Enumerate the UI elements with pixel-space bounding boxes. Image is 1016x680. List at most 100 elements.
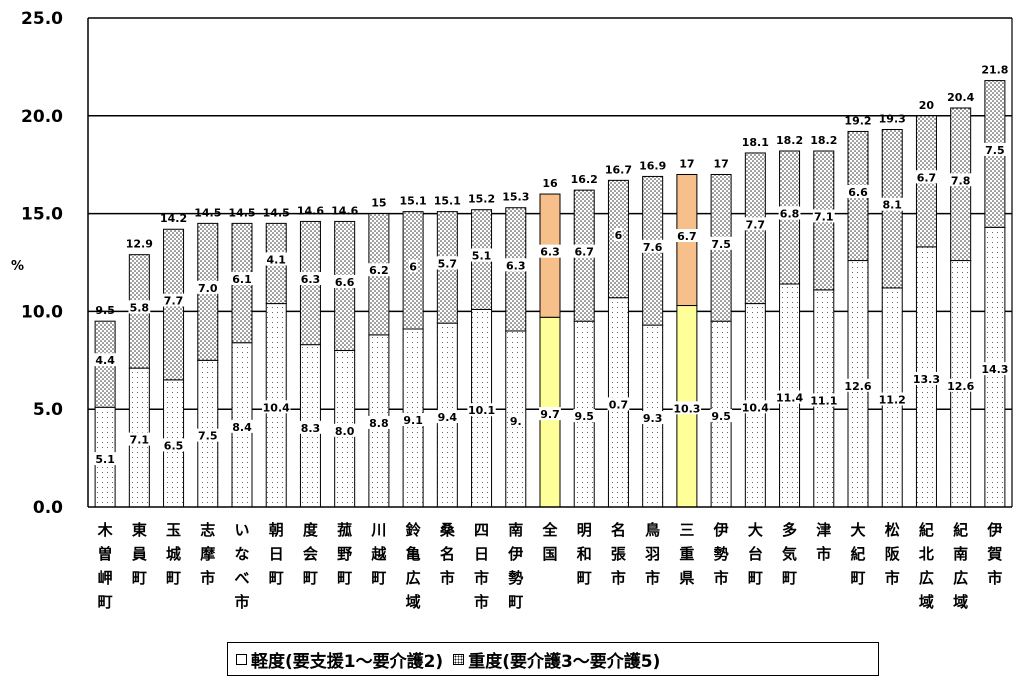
x-tick-label: 市 xyxy=(885,569,900,587)
x-tick-label: 鳥 xyxy=(645,521,660,539)
data-label-total: 16.2 xyxy=(571,173,598,186)
x-tick-label: 町 xyxy=(577,569,592,587)
data-label-heavy-bg xyxy=(231,272,253,286)
x-tick-label: 鈴 xyxy=(406,521,422,539)
x-tick-label: 員 xyxy=(131,545,147,563)
data-label-heavy-bg xyxy=(744,217,767,231)
data-label-total: 15.1 xyxy=(434,195,461,208)
x-tick-label: 野 xyxy=(337,545,352,563)
care-rate-chart: 5.1 4.4 9.5 7.1 5.8 12.9 6.5 7.7 14.2 7.5 7.0 14.5 8… xyxy=(11,9,1013,611)
x-tick-label: 松 xyxy=(885,521,900,539)
data-label-light-bg xyxy=(980,362,1010,376)
data-label-heavy: 6 xyxy=(409,260,417,273)
data-label-heavy-bg xyxy=(614,228,623,242)
data-label-light: 7.5 xyxy=(198,430,218,443)
x-tick-label: 亀 xyxy=(406,545,421,563)
legend-item-heavy: 重度(要介護3～要介護5) xyxy=(453,647,660,672)
data-label-light: 9.7 xyxy=(540,408,560,421)
x-tick-label: 重 xyxy=(679,545,694,563)
data-label-light: 10.3 xyxy=(673,402,700,415)
data-label-total: 15.2 xyxy=(468,193,495,206)
data-label-total: 14.2 xyxy=(160,212,187,225)
x-tick-label: 賀 xyxy=(986,545,1002,563)
y-tick-label: 5.0 xyxy=(33,400,63,420)
data-label-heavy: 6.7 xyxy=(677,230,697,243)
data-label-heavy-bg xyxy=(128,300,151,314)
x-tick-label: 三 xyxy=(679,521,694,539)
data-label-total: 18.2 xyxy=(776,134,803,147)
data-label-heavy-bg xyxy=(949,173,972,187)
data-label-heavy: 7.0 xyxy=(198,282,218,295)
data-label-total: 15 xyxy=(371,197,386,210)
data-label-heavy-bg xyxy=(367,263,390,277)
data-label-heavy: 7.6 xyxy=(643,241,663,254)
data-label-heavy-bg xyxy=(504,258,527,272)
data-label-light: 7.1 xyxy=(130,434,150,447)
data-label-light: 11.1 xyxy=(810,394,837,407)
data-label-heavy-bg xyxy=(881,197,904,211)
x-tick-label: 大 xyxy=(850,521,865,539)
x-tick-label: 市 xyxy=(987,569,1002,587)
data-label-light-bg xyxy=(641,411,664,425)
data-label-light: 8.8 xyxy=(369,417,389,430)
data-label-light: 9. xyxy=(510,415,522,428)
x-tick-label: 町 xyxy=(98,593,113,611)
x-tick-label: 北 xyxy=(919,545,934,563)
x-tick-label: 度 xyxy=(303,521,319,539)
x-tick-label: 町 xyxy=(166,569,181,587)
x-tick-label: 県 xyxy=(679,569,694,587)
x-tick-label: 市 xyxy=(474,569,489,587)
data-label-light-bg xyxy=(367,415,390,429)
data-label-heavy: 5.1 xyxy=(472,250,492,263)
data-label-heavy-bg xyxy=(94,353,117,367)
x-tick-label: 町 xyxy=(748,569,763,587)
x-tick-label: 紀 xyxy=(953,521,968,539)
x-tick-label: 大 xyxy=(748,521,763,539)
x-tick-label: 伊 xyxy=(713,521,729,539)
x-tick-label: 東 xyxy=(132,521,147,539)
data-label-heavy: 6.7 xyxy=(917,171,937,184)
data-label-total: 14.5 xyxy=(228,206,255,219)
x-tick-label: 名 xyxy=(611,521,626,539)
y-tick-label: 25.0 xyxy=(21,9,63,29)
data-label-total: 9.5 xyxy=(95,304,115,317)
x-tick-label: 多 xyxy=(782,521,797,539)
data-label-light-bg xyxy=(467,403,496,417)
data-label-heavy-bg xyxy=(675,229,698,243)
x-tick-label: 木 xyxy=(97,521,114,539)
y-tick-label: 15.0 xyxy=(21,205,63,225)
data-label-heavy: 7.1 xyxy=(814,210,834,223)
data-label-light-bg xyxy=(912,371,941,385)
bars: 5.1 4.4 9.5 7.1 5.8 12.9 6.5 7.7 14.2 7.5 7.0 14.5 8… xyxy=(94,64,1010,508)
data-label-light: 11.4 xyxy=(776,392,803,405)
data-label-light-bg xyxy=(878,392,907,406)
x-tick-label: 四 xyxy=(474,521,489,539)
data-label-light: 9.5 xyxy=(711,410,731,423)
x-tick-label: 日 xyxy=(269,545,284,563)
data-label-light-bg xyxy=(436,410,459,424)
data-label-total: 19.3 xyxy=(879,112,906,125)
legend-item-light: 軽度(要支援1～要介護2) xyxy=(236,647,443,672)
data-label-heavy: 6.1 xyxy=(232,273,252,286)
data-label-heavy-bg xyxy=(983,142,1006,156)
x-tick-label: 広 xyxy=(953,569,968,587)
data-label-heavy: 6 xyxy=(615,229,623,242)
data-label-light-bg xyxy=(573,409,596,423)
y-axis-label: % xyxy=(11,259,24,274)
data-label-light-bg xyxy=(843,378,873,392)
data-label-total: 20 xyxy=(919,99,935,112)
data-label-heavy-bg xyxy=(333,274,356,288)
x-tick-label: 勢 xyxy=(714,545,729,563)
data-label-total: 18.2 xyxy=(810,134,837,147)
data-label-heavy-bg xyxy=(196,280,219,294)
x-tick-label: 名 xyxy=(440,545,455,563)
x-tick-label: 町 xyxy=(782,569,797,587)
x-tick-label: 明 xyxy=(577,521,592,539)
x-tick-label: 岬 xyxy=(98,569,113,587)
data-label-light: 6.5 xyxy=(164,439,184,452)
data-label-total: 16.9 xyxy=(639,159,666,172)
x-tick-label: 越 xyxy=(370,545,387,563)
legend-label-light: 軽度(要支援1～要介護2) xyxy=(251,651,444,672)
data-label-light: 5.1 xyxy=(95,453,115,466)
x-tick-label: 張 xyxy=(611,545,627,563)
